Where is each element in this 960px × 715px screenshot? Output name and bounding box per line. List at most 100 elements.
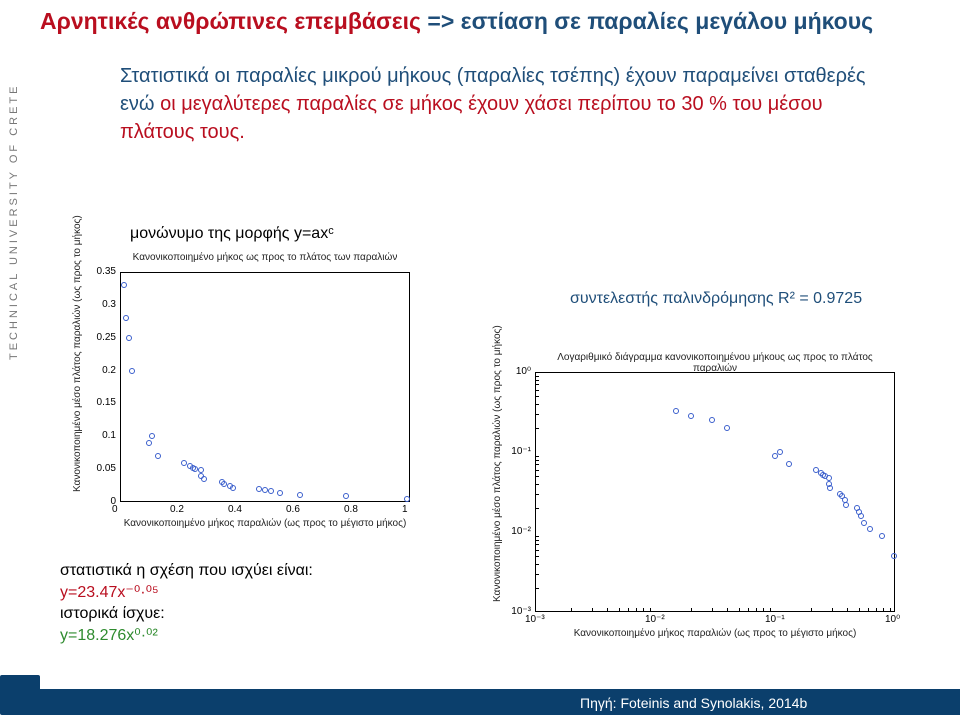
right-minor-xtick (691, 608, 692, 612)
stat-line-0: στατιστικά η σχέση που ισχύει είναι: (60, 560, 313, 582)
right-chart-point (879, 533, 885, 539)
right-ytick: 10⁻¹ (511, 446, 531, 457)
right-minor-ytick (535, 540, 539, 541)
left-xtick: 1 (402, 504, 408, 515)
right-minor-xtick (811, 608, 812, 612)
right-minor-xtick (859, 608, 860, 612)
right-minor-ytick (535, 456, 539, 457)
left-xtick: 0.4 (228, 504, 242, 515)
right-chart-title: Λογαριθμικό διάγραμμα κανονικοποιημένου … (535, 352, 895, 374)
right-xtick: 10⁻² (645, 614, 665, 625)
right-minor-ytick (535, 464, 539, 465)
sidebar-university-text: TECHNICAL UNIVERSITY OF CRETE (8, 84, 20, 360)
university-logo (0, 675, 40, 715)
right-ytick: 10⁰ (516, 366, 531, 377)
left-chart-point (268, 488, 274, 494)
right-ytick: 10⁻³ (511, 606, 531, 617)
stats-block: στατιστικά η σχέση που ισχύει είναι: y=2… (60, 560, 313, 646)
right-minor-xtick (876, 608, 877, 612)
monomial-caption: μονώνυμο της μορφής y=axᶜ (130, 225, 334, 243)
right-minor-ytick (535, 380, 539, 381)
right-minor-xtick (592, 608, 593, 612)
right-chart-point (724, 425, 730, 431)
right-minor-ytick (535, 460, 539, 461)
right-minor-ytick (535, 384, 539, 385)
right-minor-xtick (628, 608, 629, 612)
left-ytick: 0.15 (97, 397, 116, 408)
right-minor-ytick (535, 550, 539, 551)
page-title: Αρνητικές ανθρώπινες επεμβάσεις => εστία… (40, 8, 873, 35)
right-minor-xtick (650, 608, 651, 612)
right-minor-ytick (535, 476, 539, 477)
right-xtick: 10⁻¹ (765, 614, 785, 625)
right-minor-xtick (756, 608, 757, 612)
left-ytick: 0.1 (102, 430, 116, 441)
right-minor-xtick (712, 608, 713, 612)
left-chart-point (149, 433, 155, 439)
right-minor-xtick (832, 608, 833, 612)
right-minor-ytick (535, 544, 539, 545)
right-chart-point (891, 553, 897, 559)
left-chart-point (155, 453, 161, 459)
right-minor-xtick (770, 608, 771, 612)
right-minor-xtick (890, 608, 891, 612)
right-minor-xtick (643, 608, 644, 612)
right-chart-point (827, 485, 833, 491)
right-xtick: 10⁰ (885, 614, 900, 625)
right-minor-ytick (535, 428, 539, 429)
right-minor-xtick (748, 608, 749, 612)
right-loglog-chart: Λογαριθμικό διάγραμμα κανονικοποιημένου … (480, 350, 920, 650)
right-minor-xtick (739, 608, 740, 612)
title-seg-1: => εστίαση σε παραλίες μεγάλου μήκους (427, 8, 873, 34)
left-chart-point (230, 485, 236, 491)
regression-coeff: συντελεστής παλινδρόμησης R² = 0.9725 (570, 290, 862, 308)
stat-line-1: y=23.47x⁻⁰·⁰⁵ (60, 582, 313, 604)
right-minor-ytick (535, 404, 539, 405)
left-ytick: 0.2 (102, 365, 116, 376)
right-minor-xtick (883, 608, 884, 612)
left-chart-point (201, 476, 207, 482)
right-minor-ytick (535, 376, 539, 377)
right-minor-ytick (535, 494, 539, 495)
right-chart-point (867, 526, 873, 532)
left-scatter-chart: Κανονικοποιημένο μήκος ως προς το πλάτος… (60, 250, 430, 540)
left-chart-ylabel: Κανονικοποιημένο μέσο πλάτος παραλιών (ω… (72, 215, 83, 492)
right-minor-ytick (535, 414, 539, 415)
right-chart-point (688, 413, 694, 419)
right-minor-ytick (535, 536, 539, 537)
right-ytick: 10⁻² (511, 526, 531, 537)
left-xtick: 0.6 (286, 504, 300, 515)
right-minor-xtick (607, 608, 608, 612)
left-ytick: 0.3 (102, 299, 116, 310)
left-ytick: 0.25 (97, 332, 116, 343)
left-chart-point (297, 492, 303, 498)
right-chart-point (777, 449, 783, 455)
left-xtick: 0.8 (344, 504, 358, 515)
right-minor-ytick (535, 484, 539, 485)
right-minor-ytick (535, 390, 539, 391)
right-chart-point (786, 461, 792, 467)
left-chart-point (121, 282, 127, 288)
left-chart-point (146, 440, 152, 446)
right-minor-ytick (535, 508, 539, 509)
right-chart-xlabel: Κανονικοποιημένο μήκος παραλιών (ως προς… (535, 628, 895, 639)
left-chart-point (126, 335, 132, 341)
right-minor-xtick (727, 608, 728, 612)
left-ytick: 0.35 (97, 266, 116, 277)
right-chart-point (861, 520, 867, 526)
right-minor-ytick (535, 396, 539, 397)
stat-line-2: ιστορικά ίσχυε: (60, 603, 313, 625)
left-xtick: 0.2 (170, 504, 184, 515)
right-minor-ytick (535, 470, 539, 471)
right-chart-point (858, 513, 864, 519)
body-seg-1: οι μεγαλύτερες παραλίες σε μήκος έχουν χ… (120, 93, 823, 143)
right-chart-point (673, 408, 679, 414)
title-seg-0: Αρνητικές ανθρώπινες επεμβάσεις (40, 8, 427, 34)
left-ytick: 0 (110, 496, 116, 507)
right-chart-point (826, 475, 832, 481)
right-minor-xtick (619, 608, 620, 612)
bottom-bar (35, 689, 960, 715)
left-chart-axes (120, 272, 410, 502)
right-minor-xtick (868, 608, 869, 612)
right-minor-ytick (535, 574, 539, 575)
